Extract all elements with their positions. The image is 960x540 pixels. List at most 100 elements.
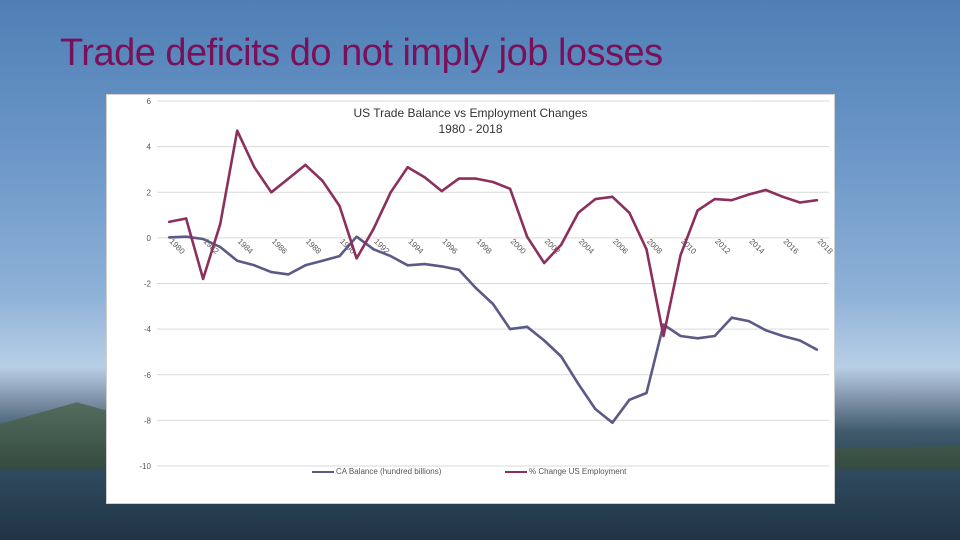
data-point-ca-balance	[594, 407, 597, 411]
y-tick-label: 0	[147, 234, 152, 243]
data-point-employment	[747, 193, 750, 196]
data-point-employment	[457, 177, 461, 180]
data-point-ca-balance	[815, 348, 819, 351]
data-point-ca-balance	[730, 316, 733, 319]
data-point-ca-balance	[321, 259, 324, 262]
y-tick-label: -8	[144, 416, 152, 425]
data-point-ca-balance	[577, 382, 580, 386]
y-tick-label: -2	[144, 280, 152, 289]
data-point-ca-balance	[764, 329, 768, 332]
data-point-ca-balance	[474, 286, 478, 290]
data-point-ca-balance	[338, 254, 341, 258]
data-point-ca-balance	[270, 270, 273, 274]
x-tick-label: 1986	[270, 237, 289, 256]
data-point-ca-balance	[372, 248, 375, 251]
data-point-ca-balance	[423, 262, 426, 266]
x-tick-label: 2016	[781, 237, 800, 256]
data-point-employment	[662, 334, 665, 338]
chart-title: US Trade Balance vs Employment Changes	[353, 106, 588, 120]
data-point-ca-balance	[560, 355, 563, 358]
data-point-ca-balance	[645, 391, 648, 395]
x-tick-label: 1994	[406, 237, 425, 256]
chart-title-block: US Trade Balance vs Employment Changes 1…	[107, 105, 834, 137]
data-point-ca-balance	[457, 268, 461, 272]
data-point-employment	[696, 209, 699, 212]
data-point-ca-balance	[628, 398, 631, 402]
x-tick-label: 1980	[168, 237, 187, 256]
data-point-ca-balance	[355, 235, 358, 238]
data-point-ca-balance	[406, 264, 409, 267]
legend-label-employment: % Change US Employment	[529, 467, 627, 476]
y-tick-label: 6	[147, 97, 152, 106]
data-point-employment	[628, 211, 631, 214]
data-point-ca-balance	[508, 327, 512, 331]
y-tick-label: -10	[139, 462, 151, 471]
data-point-employment	[713, 197, 716, 201]
y-tick-label: -6	[144, 371, 152, 380]
data-point-employment	[218, 222, 222, 226]
y-tick-label: 4	[147, 143, 152, 152]
y-tick-label: -4	[144, 325, 152, 334]
data-point-employment	[338, 204, 341, 208]
x-tick-label: 2012	[713, 237, 732, 256]
data-point-employment	[508, 187, 512, 191]
data-point-employment	[525, 235, 529, 238]
data-point-employment	[372, 227, 375, 230]
data-point-ca-balance	[304, 264, 307, 267]
legend-label-ca-balance: CA Balance (hundred billions)	[336, 467, 442, 476]
data-point-employment	[611, 195, 614, 199]
data-point-ca-balance	[201, 237, 205, 241]
data-point-ca-balance	[662, 323, 665, 326]
data-point-ca-balance	[696, 337, 699, 340]
data-point-employment	[645, 248, 648, 251]
data-point-ca-balance	[798, 339, 802, 342]
x-tick-label: 2014	[747, 237, 766, 256]
data-point-ca-balance	[781, 334, 785, 338]
data-point-ca-balance	[440, 265, 444, 268]
data-point-employment	[798, 201, 802, 204]
x-tick-label: 1998	[475, 237, 494, 256]
legend-swatch-ca-balance	[312, 470, 334, 473]
data-point-ca-balance	[167, 236, 171, 239]
data-point-ca-balance	[679, 334, 682, 338]
data-point-employment	[423, 176, 426, 179]
x-tick-label: 2006	[611, 237, 630, 256]
legend-item-ca-balance: CA Balance (hundred billions)	[312, 467, 441, 476]
data-point-employment	[730, 199, 733, 202]
data-point-employment	[201, 277, 205, 281]
data-point-employment	[321, 179, 324, 183]
data-point-ca-balance	[542, 339, 546, 342]
data-point-employment	[167, 220, 171, 224]
x-tick-label: 1984	[236, 237, 255, 256]
data-point-ca-balance	[184, 235, 188, 238]
data-point-ca-balance	[525, 325, 529, 329]
x-tick-label: 2000	[509, 237, 528, 256]
x-tick-label: 1996	[440, 237, 459, 256]
chart-panel: 6 4 2 0 -2 -4 -6 -8 -10 1980 1982 1984 1986 1988 1990 1…	[106, 94, 835, 504]
data-point-employment	[287, 177, 290, 180]
data-point-ca-balance	[389, 254, 392, 258]
x-tick-label: 1988	[304, 237, 323, 256]
data-point-ca-balance	[713, 334, 716, 338]
data-point-employment	[542, 261, 546, 265]
data-point-employment	[474, 177, 478, 180]
data-point-employment	[304, 163, 307, 167]
data-point-ca-balance	[218, 245, 222, 249]
data-point-employment	[781, 195, 785, 199]
data-point-employment	[236, 129, 239, 132]
slide-title: Trade deficits do not imply job losses	[60, 32, 663, 74]
data-point-employment	[764, 188, 768, 192]
x-tick-label: 2018	[816, 237, 834, 256]
data-point-employment	[491, 180, 495, 184]
data-point-employment	[560, 243, 563, 246]
series-line-ca-balance	[168, 235, 818, 425]
data-point-employment	[594, 197, 597, 201]
data-point-employment	[577, 211, 580, 214]
chart-legend: CA Balance (hundred billions) % Change U…	[107, 467, 834, 481]
data-point-employment	[679, 253, 682, 257]
data-point-ca-balance	[253, 264, 256, 267]
data-point-ca-balance	[287, 273, 290, 276]
data-point-ca-balance	[491, 302, 495, 306]
data-point-employment	[440, 189, 444, 193]
